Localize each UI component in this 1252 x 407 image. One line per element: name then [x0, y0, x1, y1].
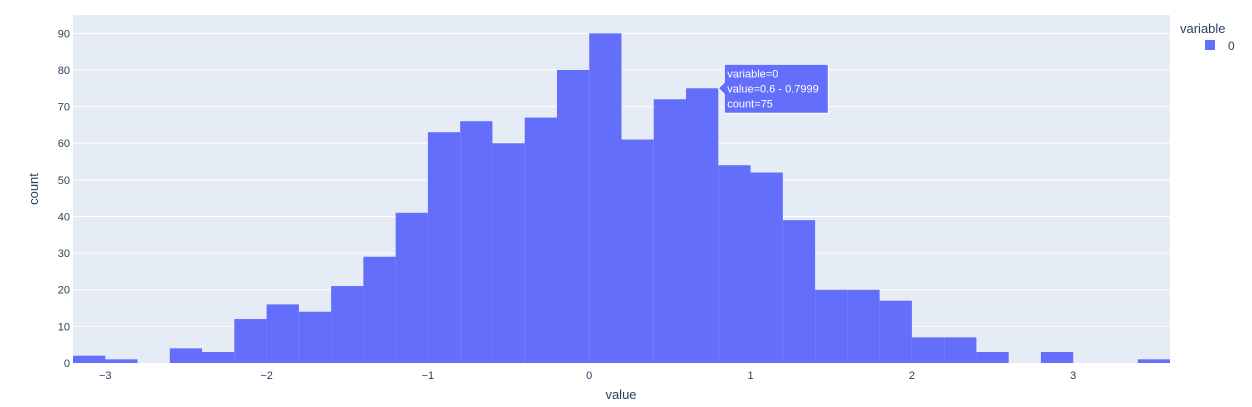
x-tick-label: 3 [1070, 370, 1076, 382]
histogram-bar[interactable] [363, 256, 396, 363]
histogram-bar[interactable] [524, 117, 557, 363]
x-axis-title: value [605, 387, 636, 402]
legend-label[interactable]: 0 [1228, 39, 1235, 53]
histogram-bar[interactable] [750, 172, 783, 363]
hover-tooltip-line: variable=0 [727, 68, 778, 80]
y-axis-tick-labels: 0 10 20 30 40 50 60 70 80 90 [58, 28, 70, 370]
histogram-bar[interactable] [395, 212, 428, 363]
hover-tooltip: variable=0 value=0.6 - 0.7999 count=75 [717, 63, 829, 114]
hover-tooltip-line: count=75 [727, 98, 773, 110]
histogram-bar[interactable] [266, 304, 299, 363]
histogram-bar[interactable] [202, 352, 235, 363]
histogram-bar[interactable] [976, 352, 1009, 363]
y-tick-label: 90 [58, 28, 70, 40]
histogram-bar[interactable] [718, 165, 751, 363]
histogram-bar[interactable] [815, 289, 848, 363]
legend[interactable]: variable 0 [1180, 21, 1235, 53]
histogram-bar[interactable] [847, 289, 880, 363]
histogram-bar[interactable] [298, 311, 332, 363]
y-tick-label: 70 [58, 102, 70, 114]
x-tick-label: −2 [260, 370, 273, 382]
y-tick-label: 10 [58, 321, 70, 333]
y-tick-label: 50 [58, 175, 70, 187]
histogram-bar[interactable] [782, 220, 816, 363]
y-tick-label: 30 [58, 248, 70, 260]
histogram-bar[interactable] [492, 143, 525, 363]
histogram-bar[interactable] [589, 33, 622, 363]
y-tick-label: 60 [58, 138, 70, 150]
histogram-bar[interactable] [686, 88, 719, 364]
histogram-bar[interactable] [621, 139, 654, 363]
histogram-bar[interactable] [105, 359, 138, 363]
y-tick-label: 0 [64, 358, 70, 370]
histogram-bar[interactable] [234, 319, 267, 363]
histogram-bar[interactable] [879, 300, 912, 363]
histogram-bar[interactable] [331, 286, 364, 363]
histogram-bar[interactable] [169, 348, 203, 363]
histogram-bar[interactable] [460, 121, 493, 363]
x-tick-label: 0 [586, 370, 592, 382]
histogram-bar[interactable] [944, 337, 977, 363]
legend-title: variable [1180, 21, 1226, 36]
y-tick-label: 80 [58, 65, 70, 77]
legend-swatch[interactable] [1205, 40, 1215, 50]
histogram-bar[interactable] [653, 99, 687, 364]
histogram-bar[interactable] [911, 337, 945, 363]
y-tick-label: 40 [58, 211, 70, 223]
hover-tooltip-line: value=0.6 - 0.7999 [727, 83, 818, 95]
histogram-bar[interactable] [73, 355, 106, 363]
histogram-bar[interactable] [1040, 352, 1074, 363]
histogram-bar[interactable] [1137, 359, 1170, 363]
y-axis-title: count [26, 173, 41, 205]
y-tick-label: 20 [58, 285, 70, 297]
x-tick-label: −1 [422, 370, 435, 382]
hover-tooltip-box [717, 63, 829, 114]
histogram-bar[interactable] [427, 132, 461, 363]
histogram-bars[interactable] [73, 33, 1170, 364]
x-tick-label: 1 [747, 370, 753, 382]
x-axis-tick-labels: −3 −2 −1 0 1 2 3 [99, 370, 1076, 382]
histogram-bar[interactable] [556, 69, 590, 364]
x-tick-label: 2 [909, 370, 915, 382]
x-tick-label: −3 [99, 370, 112, 382]
